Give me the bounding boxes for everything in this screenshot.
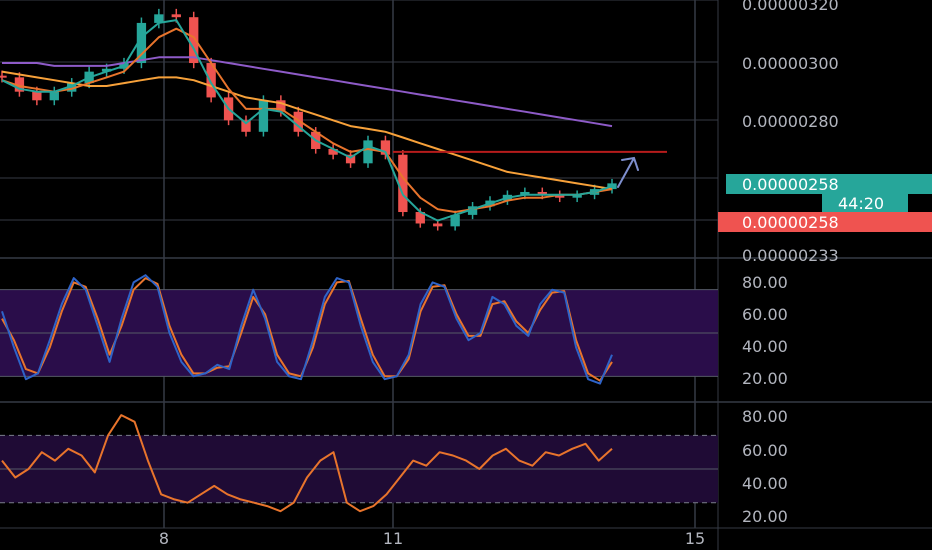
- candle-body: [189, 17, 199, 64]
- rsi-tick-label: 80.00: [742, 407, 788, 426]
- indicator-lines: [1, 19, 613, 513]
- candle-body: [67, 83, 77, 92]
- stoch-tick-label: 20.00: [742, 369, 788, 388]
- candle-body: [154, 14, 164, 23]
- price-tick-label: 0.00000320: [742, 0, 839, 14]
- ema-fast-line: [1, 19, 613, 222]
- candle-body: [206, 63, 216, 98]
- candle-body: [467, 206, 478, 215]
- candle-body: [328, 148, 338, 155]
- candle-body: [415, 212, 425, 224]
- candle-body: [345, 154, 356, 164]
- candle-body: [450, 214, 460, 227]
- price-tick-label: 0.00000280: [742, 112, 839, 131]
- ma-orange-line: [1, 70, 613, 191]
- price-tags: 0.00000258 44:20 0.00000258: [718, 174, 932, 232]
- candle-body: [171, 14, 181, 18]
- candle-body: [101, 68, 112, 72]
- stoch-tick-label: 80.00: [742, 273, 788, 292]
- rsi-tick-label: 60.00: [742, 441, 788, 460]
- time-tick-label: 15: [685, 529, 705, 548]
- price-tick-label: 0.00000233: [742, 246, 839, 265]
- rsi-tick-label: 40.00: [742, 474, 788, 493]
- ema-slow-line: [1, 27, 613, 213]
- candle-body: [398, 154, 408, 213]
- rsi-tick-label: 20.00: [742, 507, 788, 526]
- candle-body: [433, 223, 443, 227]
- indicator-bands: [0, 289, 718, 504]
- last-price-tag: [726, 174, 932, 194]
- candle-body: [14, 77, 25, 92]
- candle-body: [276, 100, 286, 112]
- last-price-tag-text: 0.00000258: [742, 175, 839, 194]
- bid-price-tag-text: 0.00000258: [742, 213, 839, 232]
- candle-body: [241, 120, 251, 132]
- candle-body: [537, 191, 547, 195]
- candle-body: [0, 75, 7, 78]
- candle-body: [555, 194, 565, 198]
- stoch-tick-label: 40.00: [742, 337, 788, 356]
- bid-price-tag: [718, 212, 932, 232]
- candle-body: [136, 22, 147, 64]
- candle-body: [258, 100, 269, 132]
- candle-body: [572, 194, 582, 198]
- price-axis[interactable]: 0.00000320 0.00000300 0.00000280 0.00000…: [742, 0, 839, 526]
- candle-body: [363, 140, 373, 164]
- rsi-line: [1, 414, 613, 513]
- time-tick-label: 11: [383, 529, 403, 548]
- stoch-k-line: [1, 274, 613, 385]
- candle-body: [32, 91, 42, 101]
- stoch-tick-label: 60.00: [742, 305, 788, 324]
- price-tick-label: 0.00000300: [742, 54, 839, 73]
- time-tick-label: 8: [159, 529, 169, 548]
- candle-body: [520, 191, 530, 195]
- time-axis[interactable]: 8 11 15: [159, 529, 705, 548]
- ma-purple-line: [2, 56, 613, 128]
- chart-annotations: [393, 150, 667, 188]
- arrow-icon: [617, 156, 639, 188]
- candle-body: [293, 111, 303, 132]
- candle-body: [380, 140, 391, 155]
- candle-body: [49, 91, 59, 101]
- countdown-tag-text: 44:20: [838, 194, 884, 213]
- countdown-tag: [822, 194, 908, 212]
